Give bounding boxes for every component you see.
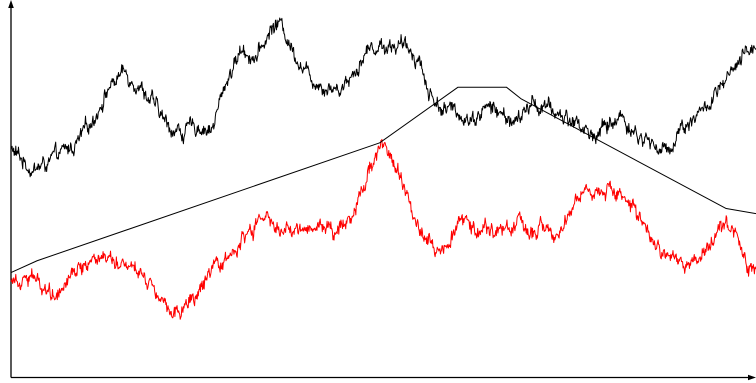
series-layer	[10, 17, 756, 320]
envelope-line	[10, 86, 756, 274]
axes	[8, 0, 756, 381]
y-axis-arrow-icon	[8, 0, 14, 8]
series-line-1	[10, 138, 756, 320]
x-axis-arrow-icon	[748, 374, 756, 381]
series-line-0	[10, 17, 756, 178]
